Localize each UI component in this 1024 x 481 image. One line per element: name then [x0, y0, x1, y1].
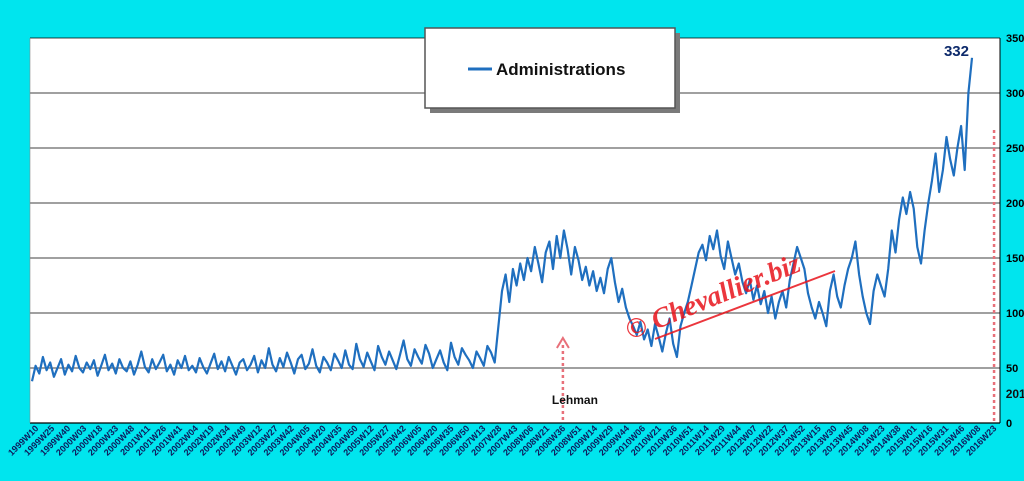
watermark-underline [654, 270, 836, 340]
lehman-label: Lehman [552, 393, 598, 407]
lehman-marker-arrow [556, 336, 570, 349]
grid [29, 37, 1001, 424]
legend-box [424, 27, 676, 109]
y-tick-label: 350 [1006, 33, 1024, 45]
y-tick-label: 100 [1006, 308, 1024, 320]
y-axis-ticks: 0 50 100 150 200 250 300 350 [1006, 33, 1024, 430]
annotations: Lehman 2016 332 [552, 43, 1024, 407]
y-tick-label: 250 [1006, 143, 1024, 155]
legend-label: Administrations [496, 60, 625, 79]
y-tick-label: 0 [1006, 418, 1012, 430]
legend: Administrations [424, 27, 680, 113]
event-markers [556, 130, 996, 423]
series-line-administrations [30, 57, 974, 382]
y-tick-label: 150 [1006, 253, 1024, 265]
y-tick-label: 200 [1006, 198, 1024, 210]
y-tick-label: 300 [1006, 88, 1024, 100]
peak-value-label: 332 [944, 43, 969, 60]
y-tick-label: 50 [1006, 363, 1018, 375]
year-2016-label: 2016 [1006, 387, 1024, 401]
x-axis-ticks: 1999W101999W251999W402000W032000W182000W… [6, 423, 998, 457]
